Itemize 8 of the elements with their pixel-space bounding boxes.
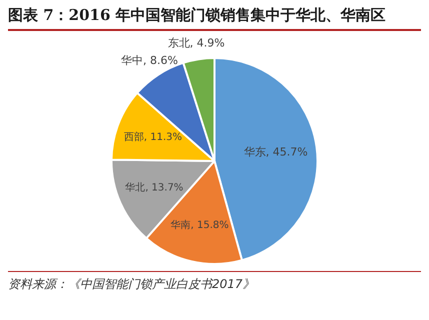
slice-label: 西部, 11.3% xyxy=(124,130,182,143)
slice-label: 华南, 15.8% xyxy=(170,218,229,231)
slice-label: 华北, 13.7% xyxy=(125,181,184,194)
slice-label: 华中, 8.6% xyxy=(121,54,178,68)
slice-label: 华东, 45.7% xyxy=(244,146,308,159)
text: 资料来源：《中国智能门锁产业白皮书2017》 xyxy=(8,276,256,293)
chart-title: 图表 7：2016 年中国智能门锁销售集中于华北、华南区 xyxy=(8,6,421,31)
slice-label: 东北, 4.9% xyxy=(168,36,225,50)
